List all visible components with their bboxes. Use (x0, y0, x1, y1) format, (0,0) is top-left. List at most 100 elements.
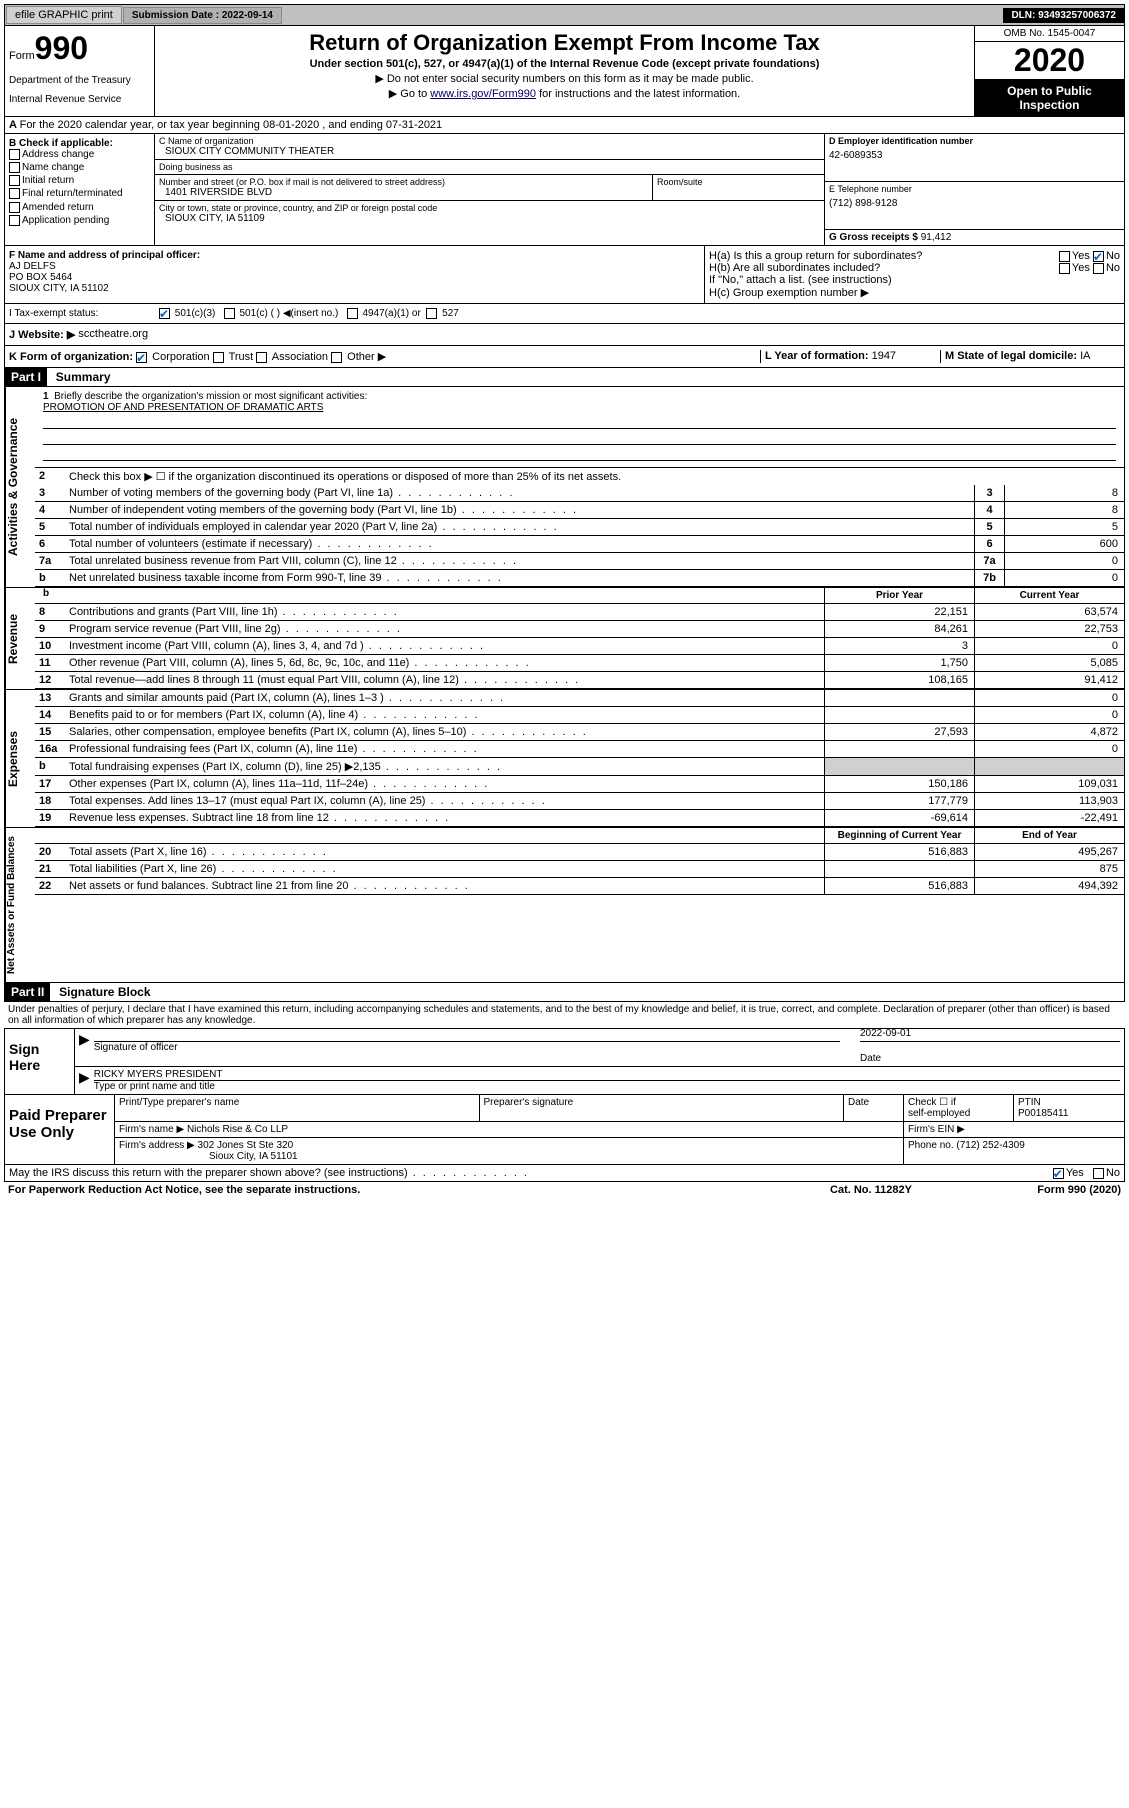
hb-note: If "No," attach a list. (see instruction… (709, 274, 1120, 286)
label-4947a1: 4947(a)(1) or (362, 308, 420, 319)
line-text: Total expenses. Add lines 13–17 (must eq… (65, 793, 824, 809)
website-label: J Website: ▶ (9, 328, 75, 341)
box-d: D Employer identification number 42-6089… (824, 134, 1124, 245)
line-6: 6 Total number of volunteers (estimate i… (35, 536, 1124, 553)
discuss-text: May the IRS discuss this return with the… (9, 1167, 1053, 1179)
cb-trust[interactable] (213, 352, 224, 363)
firm-phone-label: Phone no. (908, 1140, 954, 1151)
line-text: Benefits paid to or for members (Part IX… (65, 707, 824, 723)
discuss-no[interactable] (1093, 1168, 1104, 1179)
dept-label-1: Department of the Treasury (9, 75, 150, 86)
ein-value: 42-6089353 (829, 150, 1120, 161)
website-row: J Website: ▶ scctheatre.org (4, 324, 1125, 346)
cb-527[interactable] (426, 308, 437, 319)
form-version: Form 990 (2020) (971, 1184, 1121, 1196)
line-num: 12 (35, 672, 65, 688)
sig-date-label: Date (860, 1053, 881, 1064)
form-number: Form990 (9, 30, 150, 67)
officer-addr2: SIOUX CITY, IA 51102 (9, 283, 700, 294)
hb-yes[interactable] (1059, 263, 1070, 274)
line-num: 16a (35, 741, 65, 757)
line-value: 8 (1004, 502, 1124, 518)
line-20: 20 Total assets (Part X, line 16) 516,88… (35, 844, 1124, 861)
line-5: 5 Total number of individuals employed i… (35, 519, 1124, 536)
opt-assoc: Association (272, 351, 328, 363)
sidebar-expenses: Expenses (5, 690, 35, 827)
irs-link[interactable]: www.irs.gov/Form990 (430, 88, 536, 100)
org-name: SIOUX CITY COMMUNITY THEATER (165, 146, 820, 157)
prior-value (824, 741, 974, 757)
line-12: 12 Total revenue—add lines 8 through 11 … (35, 672, 1124, 689)
line-text: Salaries, other compensation, employee b… (65, 724, 824, 740)
line-num: 6 (35, 536, 65, 552)
line-11: 11 Other revenue (Part VIII, column (A),… (35, 655, 1124, 672)
cb-assoc[interactable] (256, 352, 267, 363)
sig-date-value: 2022-09-01 (860, 1028, 1120, 1039)
line-boxnum: 6 (974, 536, 1004, 552)
cb-initial-return[interactable]: Initial return (9, 175, 150, 186)
discuss-yes[interactable] (1053, 1168, 1064, 1179)
opt-corp: Corporation (152, 351, 209, 363)
line-text: Total unrelated business revenue from Pa… (65, 553, 974, 569)
sidebar-activities: Activities & Governance (5, 387, 35, 587)
ha-yes[interactable] (1059, 251, 1070, 262)
line-text: Revenue less expenses. Subtract line 18 … (65, 810, 824, 826)
mission-text: PROMOTION OF AND PRESENTATION OF DRAMATI… (43, 402, 1116, 413)
org-name-label: C Name of organization (159, 136, 820, 146)
top-bar: efile GRAPHIC print Submission Date : 20… (4, 4, 1125, 26)
dept-label-2: Internal Revenue Service (9, 94, 150, 105)
prior-value (824, 707, 974, 723)
sig-arrow-icon: ▶ (79, 1031, 90, 1064)
prior-value: 1,750 (824, 655, 974, 671)
gross-value: 91,412 (921, 232, 952, 243)
form-title: Return of Organization Exempt From Incom… (159, 30, 970, 56)
prep-check-header: Check ☐ ifself-employed (904, 1095, 1014, 1121)
ha-no[interactable] (1093, 251, 1104, 262)
officer-name: AJ DELFS (9, 261, 700, 272)
city-label: City or town, state or province, country… (159, 203, 820, 213)
cb-amended-return[interactable]: Amended return (9, 202, 150, 213)
current-value: -22,491 (974, 810, 1124, 826)
label-527: 527 (442, 308, 459, 319)
sig-arrow2-icon: ▶ (79, 1069, 90, 1092)
prior-value: 27,593 (824, 724, 974, 740)
cb-final-return[interactable]: Final return/terminated (9, 188, 150, 199)
line-value: 8 (1004, 485, 1124, 501)
cb-501c[interactable] (224, 308, 235, 319)
line-num: 18 (35, 793, 65, 809)
cb-other[interactable] (331, 352, 342, 363)
tax-year-period: A For the 2020 calendar year, or tax yea… (4, 117, 1125, 134)
line-text: Total liabilities (Part X, line 26) (65, 861, 824, 877)
line-16a: 16a Professional fundraising fees (Part … (35, 741, 1124, 758)
k-label: K Form of organization: (9, 351, 133, 363)
section-bcd: B Check if applicable: Address change Na… (4, 134, 1125, 246)
cb-application-pending[interactable]: Application pending (9, 215, 150, 226)
prior-value: -69,614 (824, 810, 974, 826)
exempt-label: I Tax-exempt status: (9, 308, 159, 319)
part2-badge: Part II (5, 983, 50, 1001)
prior-value (824, 758, 974, 775)
cb-501c3[interactable] (159, 308, 170, 319)
phone-value: (712) 898-9128 (829, 198, 1120, 209)
hb-no[interactable] (1093, 263, 1104, 274)
current-value: 91,412 (974, 672, 1124, 688)
cb-address-change[interactable]: Address change (9, 149, 150, 160)
cb-4947a1[interactable] (347, 308, 358, 319)
line-text: Total number of individuals employed in … (65, 519, 974, 535)
prior-value: 177,779 (824, 793, 974, 809)
firm-name-label: Firm's name ▶ (119, 1124, 184, 1135)
line-3: 3 Number of voting members of the govern… (35, 485, 1124, 502)
line-text: Total fundraising expenses (Part IX, col… (65, 758, 824, 775)
current-value: 4,872 (974, 724, 1124, 740)
cb-name-change[interactable]: Name change (9, 162, 150, 173)
line-text: Other revenue (Part VIII, column (A), li… (65, 655, 824, 671)
firm-phone-value: (712) 252-4309 (956, 1140, 1024, 1151)
room-label: Room/suite (657, 177, 820, 187)
line-value: 0 (1004, 570, 1124, 586)
prior-value: 3 (824, 638, 974, 654)
line-num: 5 (35, 519, 65, 535)
efile-print-button[interactable]: efile GRAPHIC print (6, 6, 122, 24)
city-value: SIOUX CITY, IA 51109 (165, 213, 820, 224)
cb-corp[interactable] (136, 352, 147, 363)
line-text: Total assets (Part X, line 16) (65, 844, 824, 860)
